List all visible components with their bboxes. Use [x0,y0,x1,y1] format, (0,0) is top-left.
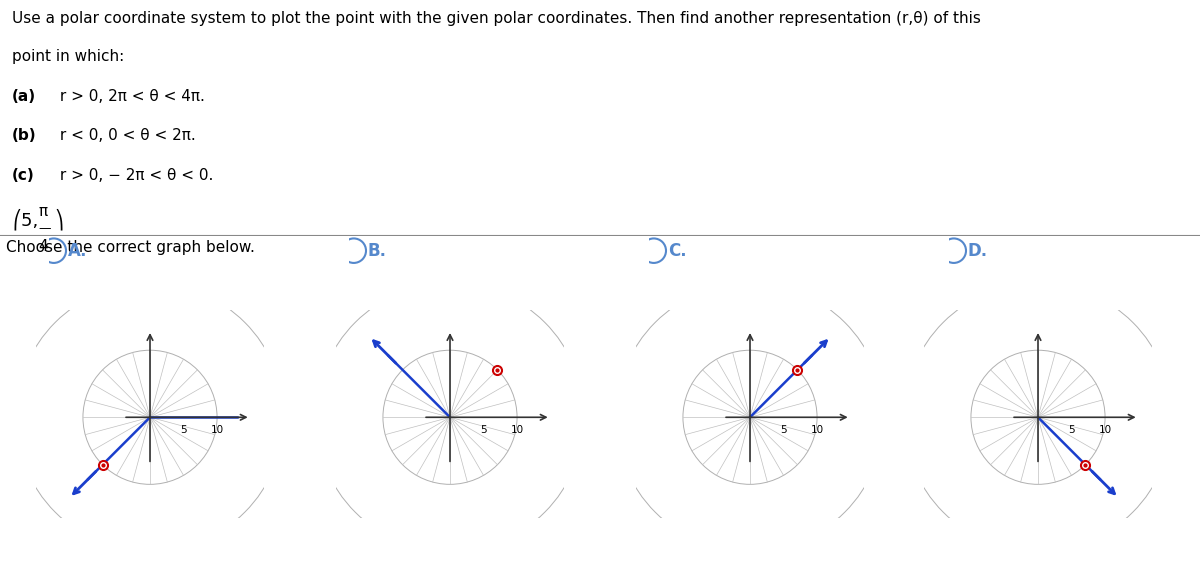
Text: 5: 5 [1068,426,1075,436]
Text: 10: 10 [510,426,523,436]
Text: r < 0, 0 < θ < 2π.: r < 0, 0 < θ < 2π. [55,128,196,143]
Text: r > 0, − 2π < θ < 0.: r > 0, − 2π < θ < 0. [55,168,214,184]
Text: 10: 10 [810,426,823,436]
Text: 10: 10 [1098,426,1111,436]
Text: D.: D. [967,242,988,259]
Text: Use a polar coordinate system to plot the point with the given polar coordinates: Use a polar coordinate system to plot th… [12,11,980,26]
Text: (c): (c) [12,168,35,184]
Text: 4: 4 [38,239,48,254]
Text: C.: C. [667,242,686,259]
Text: Choose the correct graph below.: Choose the correct graph below. [6,240,254,255]
Text: point in which:: point in which: [12,49,125,64]
Text: (b): (b) [12,128,37,143]
Text: (a): (a) [12,89,36,104]
Text: r > 0, 2π < θ < 4π.: r > 0, 2π < θ < 4π. [55,89,205,104]
Text: ⎞: ⎞ [54,208,64,230]
Text: 10: 10 [210,426,223,436]
Text: —: — [38,222,50,234]
Text: 5: 5 [480,426,487,436]
Text: π: π [38,204,48,219]
Text: A.: A. [67,242,88,259]
Text: B.: B. [367,242,386,259]
Text: ⎛5,: ⎛5, [12,208,38,230]
Text: 5: 5 [180,426,187,436]
Text: 5: 5 [780,426,787,436]
